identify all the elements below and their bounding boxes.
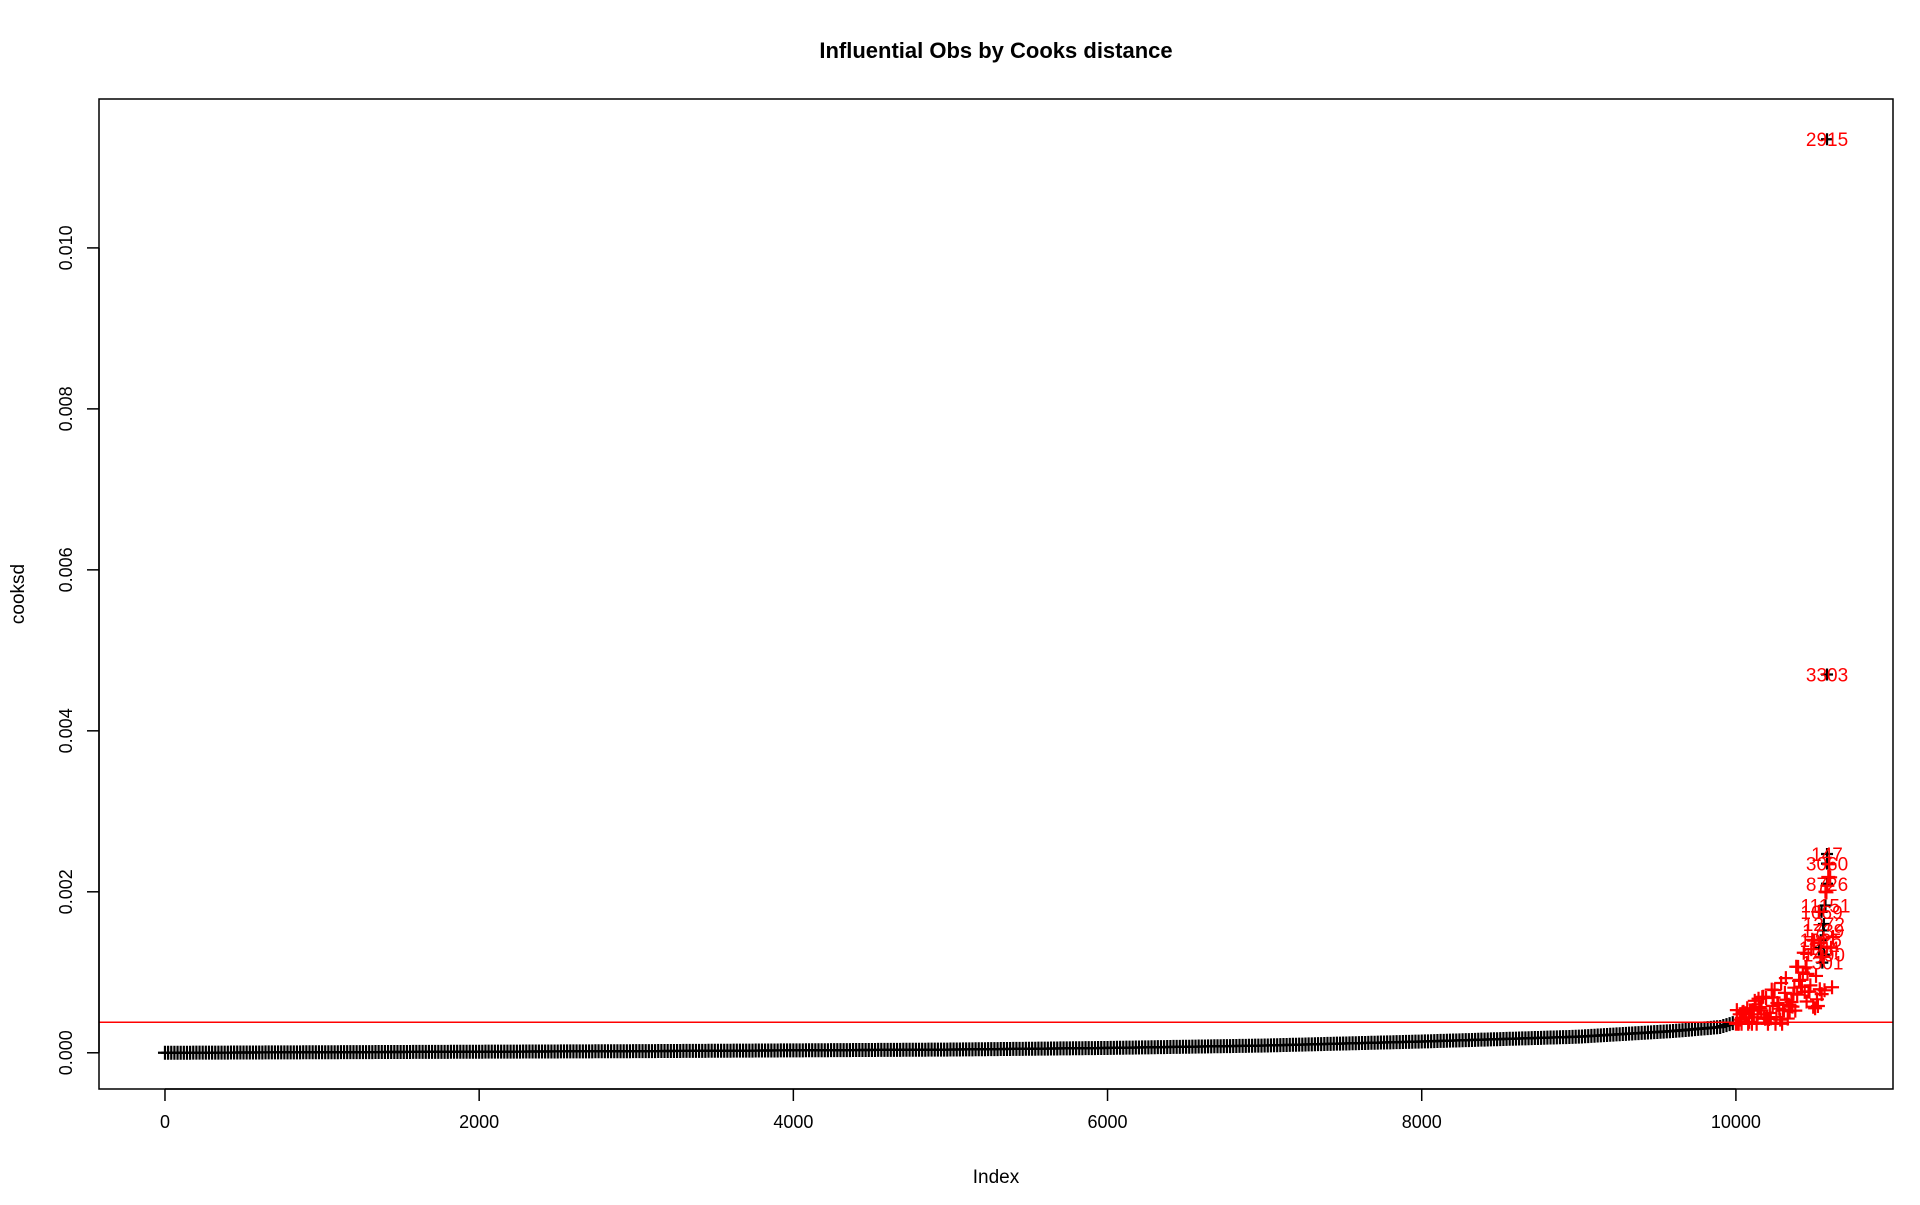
influential-point [1790,987,1805,1002]
point-label: 8726 [1806,875,1848,896]
point-label: 1184 [1799,939,1840,960]
x-tick-label: 10000 [1711,1112,1761,1132]
influential-point [1788,1003,1803,1018]
point-label: 147 [1811,845,1843,866]
extreme-point [1821,668,1834,681]
influential-point [1767,982,1782,997]
extreme-point [1819,899,1832,912]
point-label: 3303 [1806,665,1848,686]
point-label: 1025 [1800,931,1842,952]
y-axis-label: cooksd [8,564,29,624]
influential-point [1822,857,1837,872]
influential-point [1825,930,1840,945]
influential-point [1803,978,1818,993]
point-label: 1301 [1801,954,1843,975]
influential-point [1825,980,1840,995]
influential-point [1824,940,1839,955]
influential-point [1809,968,1824,983]
y-tick-label: 0.000 [56,1030,76,1075]
y-axis: 0.000 0.002 0.004 0.006 0.008 0.010 [56,225,100,1075]
x-tick-label: 4000 [773,1112,813,1132]
influential-point [1798,960,1813,975]
influential-point [1807,933,1822,948]
point-label: 2915 [1806,130,1848,151]
influential-point [1778,971,1793,986]
influential-points [1728,857,1840,1031]
point-label: 1739 [1802,921,1844,942]
influential-point [1816,931,1831,946]
x-tick-label: 8000 [1402,1112,1442,1132]
y-tick-label: 0.006 [56,547,76,592]
influential-point [1811,904,1826,919]
influential-point [1754,1003,1769,1018]
influential-point [1800,966,1815,981]
point-label: 11151 [1800,896,1850,917]
y-tick-label: 0.002 [56,869,76,914]
point-label: 1069 [1800,903,1842,924]
x-axis: 0 2000 4000 6000 8000 10000 [160,1088,1761,1132]
y-tick-label: 0.004 [56,708,76,753]
y-tick-label: 0.008 [56,386,76,431]
x-axis-label: Index [973,1167,1020,1188]
x-tick-label: 0 [160,1112,170,1132]
x-tick-label: 6000 [1088,1112,1128,1132]
influential-point [1780,1011,1795,1026]
influential-point [1817,983,1832,998]
point-label: 1490 [1803,946,1845,967]
influential-point [1796,945,1811,960]
influential-point [1810,998,1825,1013]
point-label: 1272 [1803,915,1845,936]
extreme-point [1817,948,1830,961]
data-points [157,133,1834,1060]
influential-point [1815,949,1830,964]
extreme-point [1821,133,1834,146]
point-labels: 2915 3303 14730608726111511069127217391025… [1799,130,1851,974]
chart-title: Influential Obs by Cooks distance [819,38,1172,63]
y-tick-label: 0.010 [56,225,76,270]
x-tick-label: 2000 [459,1112,499,1132]
influential-point [1823,870,1838,885]
influential-point [1808,1001,1823,1016]
point-label: 3060 [1806,855,1848,876]
